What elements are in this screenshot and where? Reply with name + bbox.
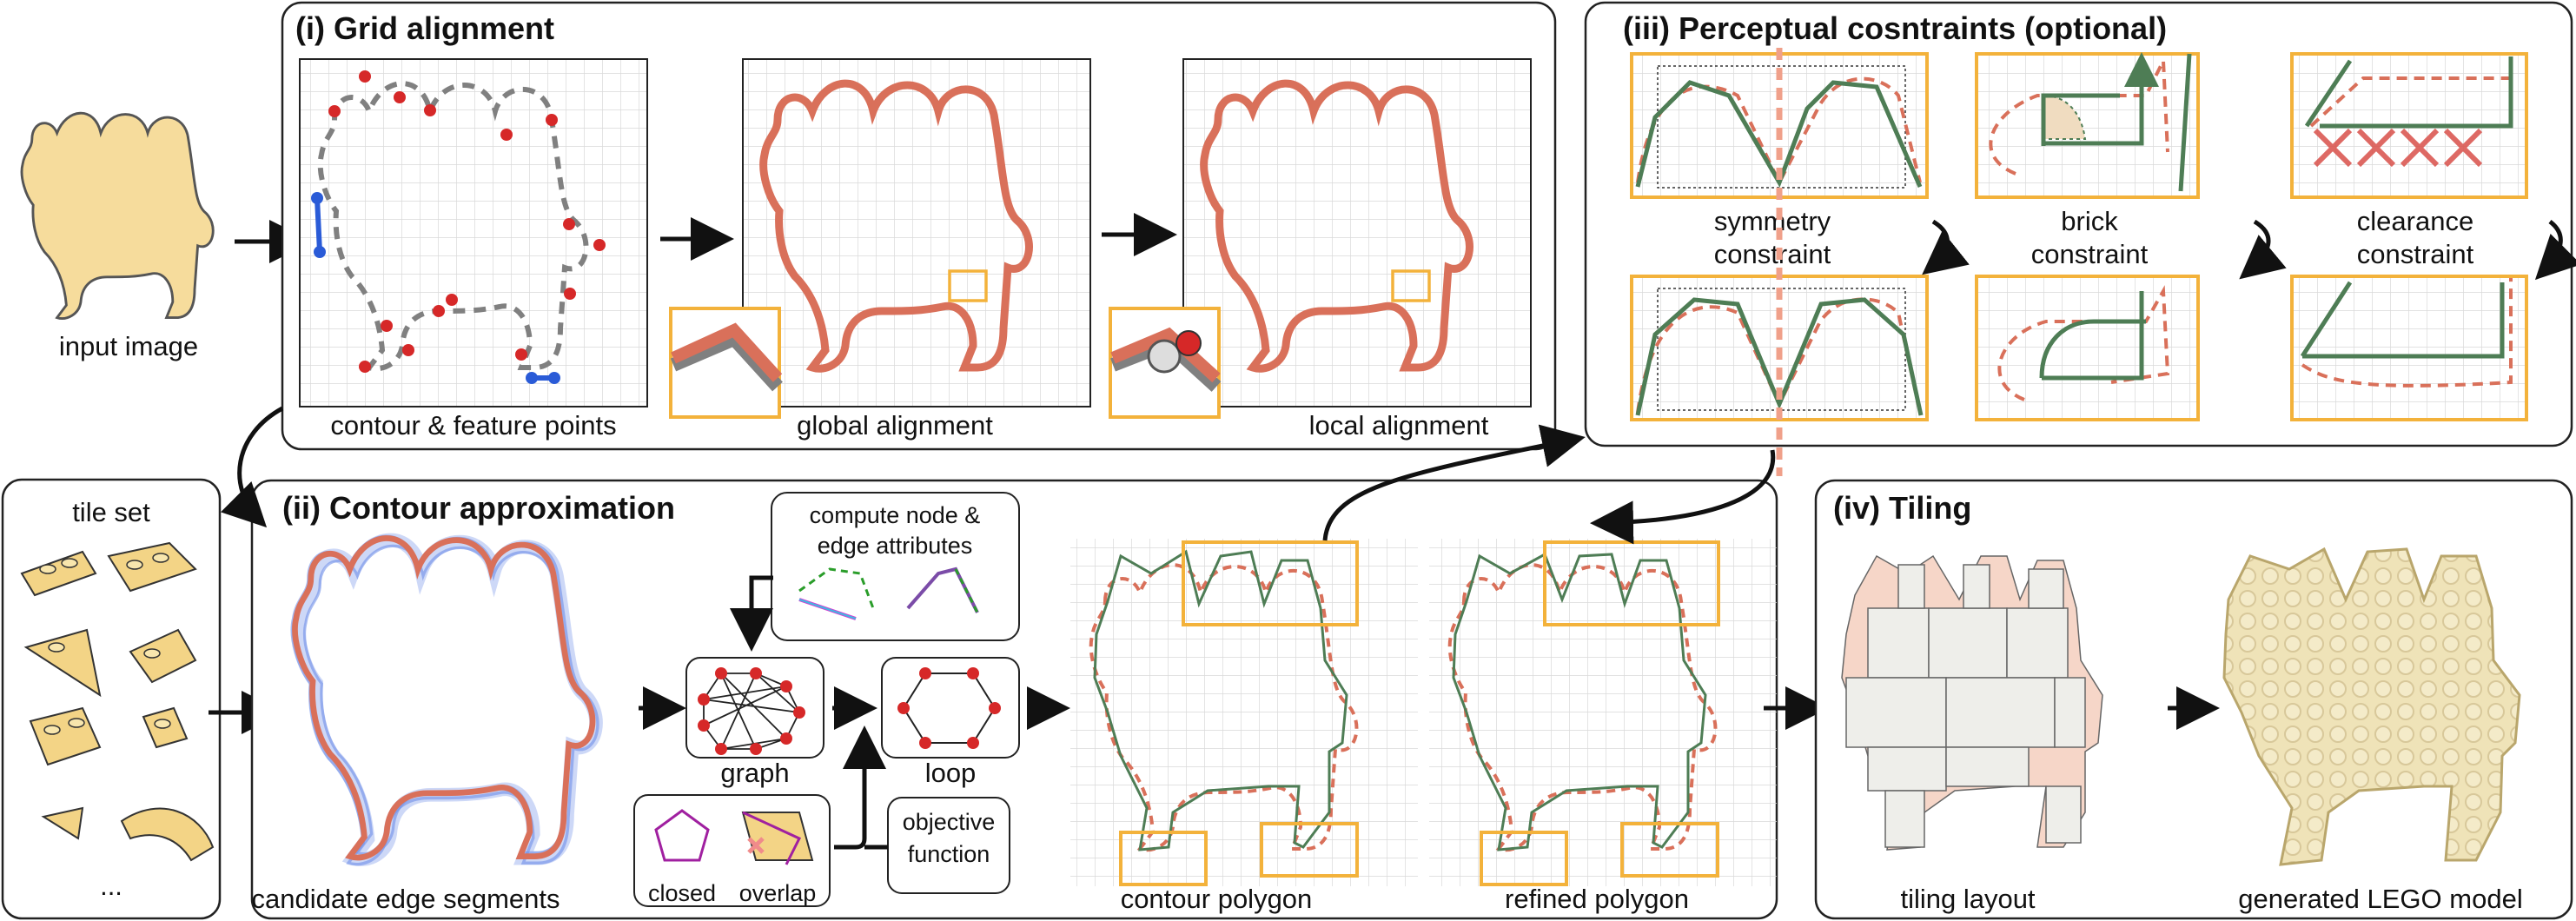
- refined-polygon-label: refined polygon: [1505, 884, 1689, 914]
- loop-diagram: [897, 667, 1001, 749]
- brick-label-2: constraint: [2031, 239, 2149, 269]
- attributes-label-1: compute node &: [810, 502, 981, 528]
- loop-label: loop: [925, 758, 977, 788]
- overlap-icon: [741, 811, 814, 865]
- input-image: [20, 111, 215, 320]
- candidate-edges-label: candidate edge segments: [251, 884, 560, 914]
- contour-polygon-label: contour polygon: [1121, 884, 1313, 914]
- arrow-contour-to-constraints: [1322, 424, 1586, 541]
- arrow-symmetry: [1922, 219, 1970, 275]
- closed-icon: [654, 809, 710, 862]
- arrow-clearance: [2534, 220, 2576, 281]
- attributes-label-2: edge attributes: [818, 533, 973, 559]
- loop-box: [881, 657, 1020, 759]
- lego-model: [2222, 547, 2521, 866]
- symmetry-label-1: symmetry: [1714, 206, 1831, 236]
- contour-feature-label: contour & feature points: [330, 410, 616, 441]
- global-alignment-plot: [669, 58, 1091, 419]
- contour-feature-plot: [299, 58, 648, 407]
- contour-polygon-plot: [1070, 539, 1418, 886]
- tiling-layout-plot: [1841, 554, 2103, 851]
- arrow-attributes-to-graph: [730, 575, 773, 652]
- arrow-grid-to-contour: [221, 406, 284, 528]
- objective-label-1: objective: [903, 809, 996, 835]
- panel3-title: (iii) Perceptual cosntraints (optional): [1623, 10, 2167, 46]
- local-alignment-plot: [1109, 58, 1532, 419]
- brick-after: [1975, 275, 2200, 421]
- panel2-title: (ii) Contour approximation: [282, 490, 675, 526]
- graph-label: graph: [720, 758, 789, 788]
- global-alignment-label: global alignment: [797, 410, 993, 441]
- tile-studs: [39, 553, 171, 735]
- closed-label: closed: [648, 880, 716, 906]
- graph-diagram: [698, 667, 805, 755]
- refined-polygon-plot: [1429, 539, 1777, 886]
- attributes-diagram: [798, 567, 979, 620]
- clearance-label-1: clearance: [2357, 206, 2473, 236]
- input-image-label: input image: [59, 331, 198, 361]
- clearance-label-2: constraint: [2357, 239, 2474, 269]
- panel4-title: (iv) Tiling: [1833, 490, 1971, 526]
- arrow-constraints-to-refined: [1590, 449, 1776, 545]
- overlap-label: overlap: [739, 880, 817, 906]
- tiling-layout-label: tiling layout: [1900, 884, 2035, 914]
- local-alignment-label: local alignment: [1309, 410, 1489, 441]
- arrow-constraints-to-loop: [834, 726, 886, 850]
- panel1-title: (i) Grid alignment: [295, 10, 554, 46]
- ellipsis: ...: [100, 871, 123, 901]
- objective-label-2: function: [908, 841, 990, 867]
- brick-before: [1975, 52, 2200, 199]
- brick-label-1: brick: [2061, 206, 2118, 236]
- clearance-before: [2290, 52, 2528, 199]
- symmetry-label-2: constraint: [1714, 239, 1831, 269]
- tile-set-label: tile set: [72, 497, 150, 527]
- attributes-box: [771, 492, 1020, 641]
- arrow-brick: [2239, 219, 2287, 280]
- lego-model-label: generated LEGO model: [2238, 884, 2522, 914]
- clearance-after: [2290, 275, 2528, 421]
